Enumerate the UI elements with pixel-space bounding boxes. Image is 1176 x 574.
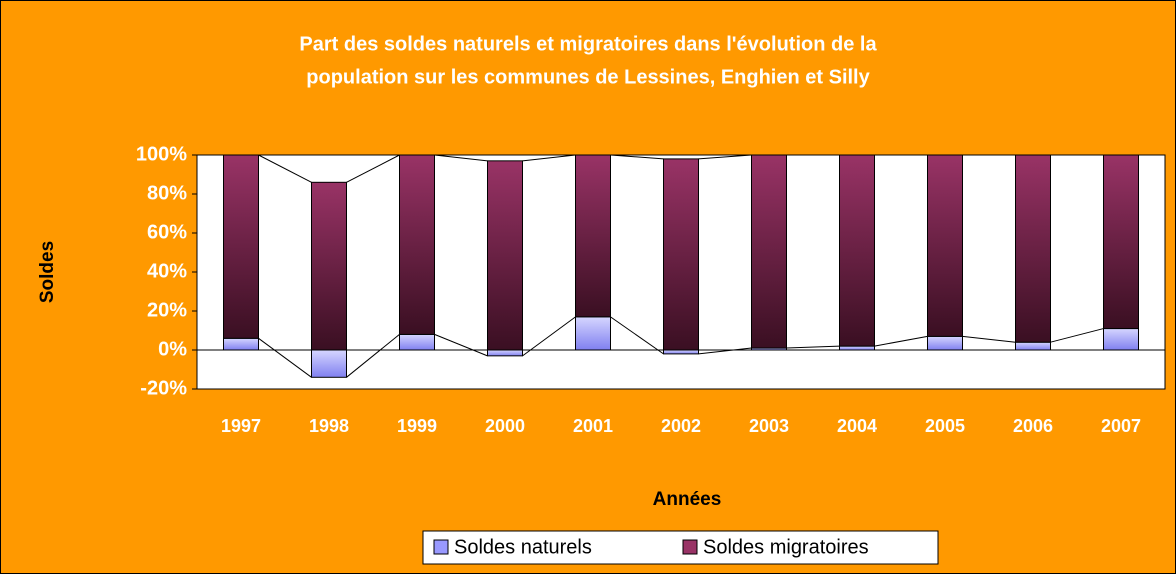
x-tick-label: 2001 xyxy=(573,416,613,436)
legend xyxy=(422,530,939,565)
x-axis-label: Années xyxy=(653,489,722,510)
series-line xyxy=(434,333,488,357)
bar-segment xyxy=(223,337,259,351)
bar-segment xyxy=(1103,154,1139,330)
bar-segment xyxy=(751,154,787,349)
series-line xyxy=(786,345,840,349)
bar-segment xyxy=(663,158,699,351)
legend-label: Soldes naturels xyxy=(454,536,592,558)
legend-label: Soldes migratoires xyxy=(703,536,869,558)
series-line xyxy=(874,335,928,347)
y-tick-label: 60% xyxy=(147,221,187,243)
y-tick-label: 20% xyxy=(147,299,187,321)
series-line xyxy=(1050,328,1104,343)
series-line xyxy=(346,154,400,183)
bar-segment xyxy=(399,333,435,351)
x-tick-label: 2003 xyxy=(749,416,789,436)
x-tick-label: 2002 xyxy=(661,416,701,436)
bar-segment xyxy=(663,349,699,355)
chart-title: population sur les communes de Lessines,… xyxy=(306,66,870,88)
series-line xyxy=(434,154,488,162)
y-axis-label: Soldes xyxy=(37,241,58,303)
series-line xyxy=(962,335,1016,343)
bar-segment xyxy=(839,154,875,347)
x-tick-label: 1998 xyxy=(309,416,349,436)
series-line xyxy=(698,347,752,355)
bar-segment xyxy=(1015,341,1051,351)
chart-title: Part des soldes naturels et migratoires … xyxy=(299,33,877,55)
bar-segment xyxy=(575,316,611,351)
y-tick-label: 0% xyxy=(158,338,187,360)
x-tick-label: 2007 xyxy=(1101,416,1141,436)
bar-segment xyxy=(1015,154,1051,343)
bar-segment xyxy=(399,154,435,335)
x-tick-label: 2006 xyxy=(1013,416,1053,436)
y-tick-label: 40% xyxy=(147,260,187,282)
bar-segment xyxy=(927,154,963,337)
bar-segment xyxy=(575,154,611,318)
x-tick-label: 2000 xyxy=(485,416,525,436)
legend-swatch xyxy=(682,539,698,555)
x-tick-label: 1999 xyxy=(397,416,437,436)
bar-segment xyxy=(839,345,875,351)
series-line xyxy=(610,316,664,355)
x-tick-label: 1997 xyxy=(221,416,261,436)
y-tick-label: -20% xyxy=(140,377,187,399)
series-line xyxy=(258,154,312,183)
x-tick-label: 2004 xyxy=(837,416,877,436)
series-line xyxy=(698,154,752,160)
bar-segment xyxy=(487,349,523,357)
y-tick-label: 100% xyxy=(136,143,187,165)
series-line xyxy=(346,334,400,378)
x-tick-label: 2005 xyxy=(925,416,965,436)
series-line xyxy=(522,316,576,357)
series-line xyxy=(610,154,664,160)
y-tick-label: 80% xyxy=(147,182,187,204)
legend-swatch xyxy=(433,539,449,555)
series-line xyxy=(522,154,576,162)
bar-segment xyxy=(223,154,259,339)
bar-segment xyxy=(927,335,963,351)
bar-segment xyxy=(487,160,523,351)
bar-segment xyxy=(311,181,347,351)
bar-segment xyxy=(1103,328,1139,351)
series-line xyxy=(258,337,312,378)
bar-segment xyxy=(311,349,347,378)
